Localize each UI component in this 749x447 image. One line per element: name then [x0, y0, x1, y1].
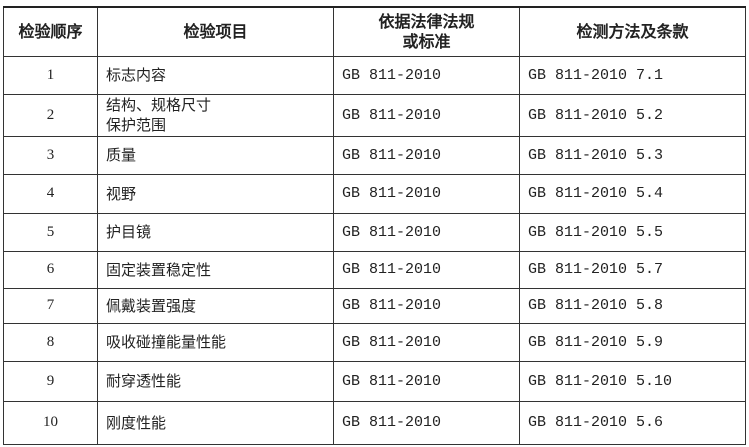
method-cell: GB 811-2010 5.8 [519, 287, 746, 324]
table-row: 2 结构、规格尺寸 保护范围 GB 811-2010 GB 811-2010 5.… [3, 93, 746, 137]
header-item: 检验项目 [97, 6, 334, 57]
header-order: 检验顺序 [3, 6, 98, 57]
item-line1: 耐穿透性能 [106, 372, 182, 390]
header-row: 检验顺序 检验项目 依据法律法规 或标准 检测方法及条款 [3, 6, 746, 57]
standard-cell: GB 811-2010 [333, 93, 520, 137]
table-row: 7 佩戴装置强度 GB 811-2010 GB 811-2010 5.8 [3, 287, 746, 324]
table-row: 1 标志内容 GB 811-2010 GB 811-2010 7.1 [3, 55, 746, 95]
standard-cell: GB 811-2010 [333, 287, 520, 324]
method-cell: GB 811-2010 5.7 [519, 250, 746, 289]
item-line1: 刚度性能 [106, 413, 167, 432]
header-method: 检测方法及条款 [519, 6, 746, 57]
table-row: 9 耐穿透性能 GB 811-2010 GB 811-2010 5.10 [3, 360, 746, 402]
item-line2: 保护范围 [106, 116, 167, 134]
item-line1: 吸收碰撞能量性能 [106, 333, 227, 351]
method-cell: GB 811-2010 5.4 [519, 173, 746, 214]
method-cell: GB 811-2010 5.10 [519, 360, 746, 402]
order-cell: 8 [3, 322, 98, 362]
method-cell: GB 811-2010 5.6 [519, 400, 746, 445]
table-row: 6 固定装置稳定性 GB 811-2010 GB 811-2010 5.7 [3, 250, 746, 289]
order-cell: 9 [3, 360, 98, 402]
standard-cell: GB 811-2010 [333, 212, 520, 252]
inspection-table: 检验顺序 检验项目 依据法律法规 或标准 检测方法及条款 1 标志内容 GB 81… [3, 6, 746, 445]
method-cell: GB 811-2010 5.9 [519, 322, 746, 362]
item-cell: 固定装置稳定性 [97, 250, 334, 289]
header-standard: 依据法律法规 或标准 [333, 6, 520, 57]
item-cell: 质量 [97, 135, 334, 175]
order-cell: 6 [3, 250, 98, 289]
standard-cell: GB 811-2010 [333, 135, 520, 175]
item-cell: 标志内容 [97, 55, 334, 95]
table-row: 10 刚度性能 GB 811-2010 GB 811-2010 5.6 [3, 400, 746, 445]
order-cell: 4 [3, 173, 98, 214]
order-cell: 1 [3, 55, 98, 95]
order-cell: 2 [3, 93, 98, 137]
item-cell: 耐穿透性能 [97, 360, 334, 402]
table-row: 8 吸收碰撞能量性能 GB 811-2010 GB 811-2010 5.9 [3, 322, 746, 362]
item-cell: 视野 [97, 173, 334, 214]
item-cell: 刚度性能 [97, 400, 334, 445]
item-cell: 吸收碰撞能量性能 [97, 322, 334, 362]
item-line1: 视野 [106, 184, 137, 203]
header-standard-line1: 依据法律法规 [378, 11, 475, 31]
order-cell: 10 [3, 400, 98, 445]
order-cell: 7 [3, 287, 98, 324]
table-row: 4 视野 GB 811-2010 GB 811-2010 5.4 [3, 173, 746, 214]
standard-cell: GB 811-2010 [333, 360, 520, 402]
header-standard-line2: 或标准 [402, 31, 451, 51]
item-line1: 固定装置稳定性 [106, 260, 212, 279]
standard-cell: GB 811-2010 [333, 400, 520, 445]
item-cell: 佩戴装置强度 [97, 287, 334, 324]
item-cell: 结构、规格尺寸 保护范围 [97, 93, 334, 137]
table-row: 5 护目镜 GB 811-2010 GB 811-2010 5.5 [3, 212, 746, 252]
standard-cell: GB 811-2010 [333, 250, 520, 289]
standard-cell: GB 811-2010 [333, 173, 520, 214]
item-line1: 质量 [106, 146, 137, 164]
standard-cell: GB 811-2010 [333, 322, 520, 362]
standard-cell: GB 811-2010 [333, 55, 520, 95]
table-row: 3 质量 GB 811-2010 GB 811-2010 5.3 [3, 135, 746, 175]
order-cell: 5 [3, 212, 98, 252]
method-cell: GB 811-2010 5.2 [519, 93, 746, 137]
method-cell: GB 811-2010 7.1 [519, 55, 746, 95]
item-line1: 佩戴装置强度 [106, 296, 197, 315]
item-cell: 护目镜 [97, 212, 334, 252]
method-cell: GB 811-2010 5.3 [519, 135, 746, 175]
order-cell: 3 [3, 135, 98, 175]
item-line1: 结构、规格尺寸 [106, 96, 212, 114]
item-line1: 护目镜 [106, 223, 152, 241]
method-cell: GB 811-2010 5.5 [519, 212, 746, 252]
item-line1: 标志内容 [106, 66, 167, 84]
